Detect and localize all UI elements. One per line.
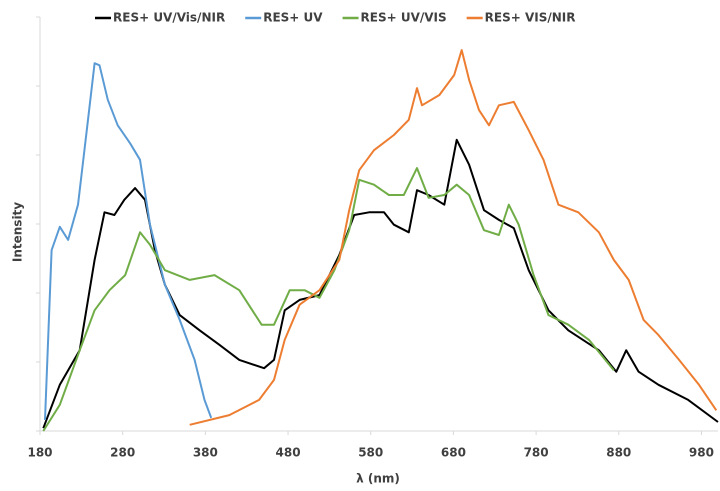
legend-label: RES+ VIS/NIR (485, 11, 576, 25)
x-tick-label: 680 (441, 446, 466, 460)
x-tick-label: 880 (606, 446, 631, 460)
series-line (42, 138, 719, 429)
legend-label: RES+ UV/Vis/NIR (113, 11, 225, 25)
series-line (189, 49, 718, 426)
x-tick-label: 780 (524, 446, 549, 460)
x-tick-label: 480 (276, 446, 301, 460)
series-line (42, 167, 615, 432)
x-axis-label: λ (nm) (356, 472, 400, 486)
y-axis-label: Intensity (11, 202, 25, 262)
x-tick-label: 980 (689, 446, 714, 460)
x-tick-label: 280 (110, 446, 135, 460)
x-tick-label: 580 (358, 446, 383, 460)
x-tick-label: 180 (27, 446, 52, 460)
legend-label: RES+ UV (263, 11, 323, 25)
series-line (44, 62, 213, 421)
x-tick-label: 380 (193, 446, 218, 460)
legend-label: RES+ UV/VIS (361, 11, 447, 25)
